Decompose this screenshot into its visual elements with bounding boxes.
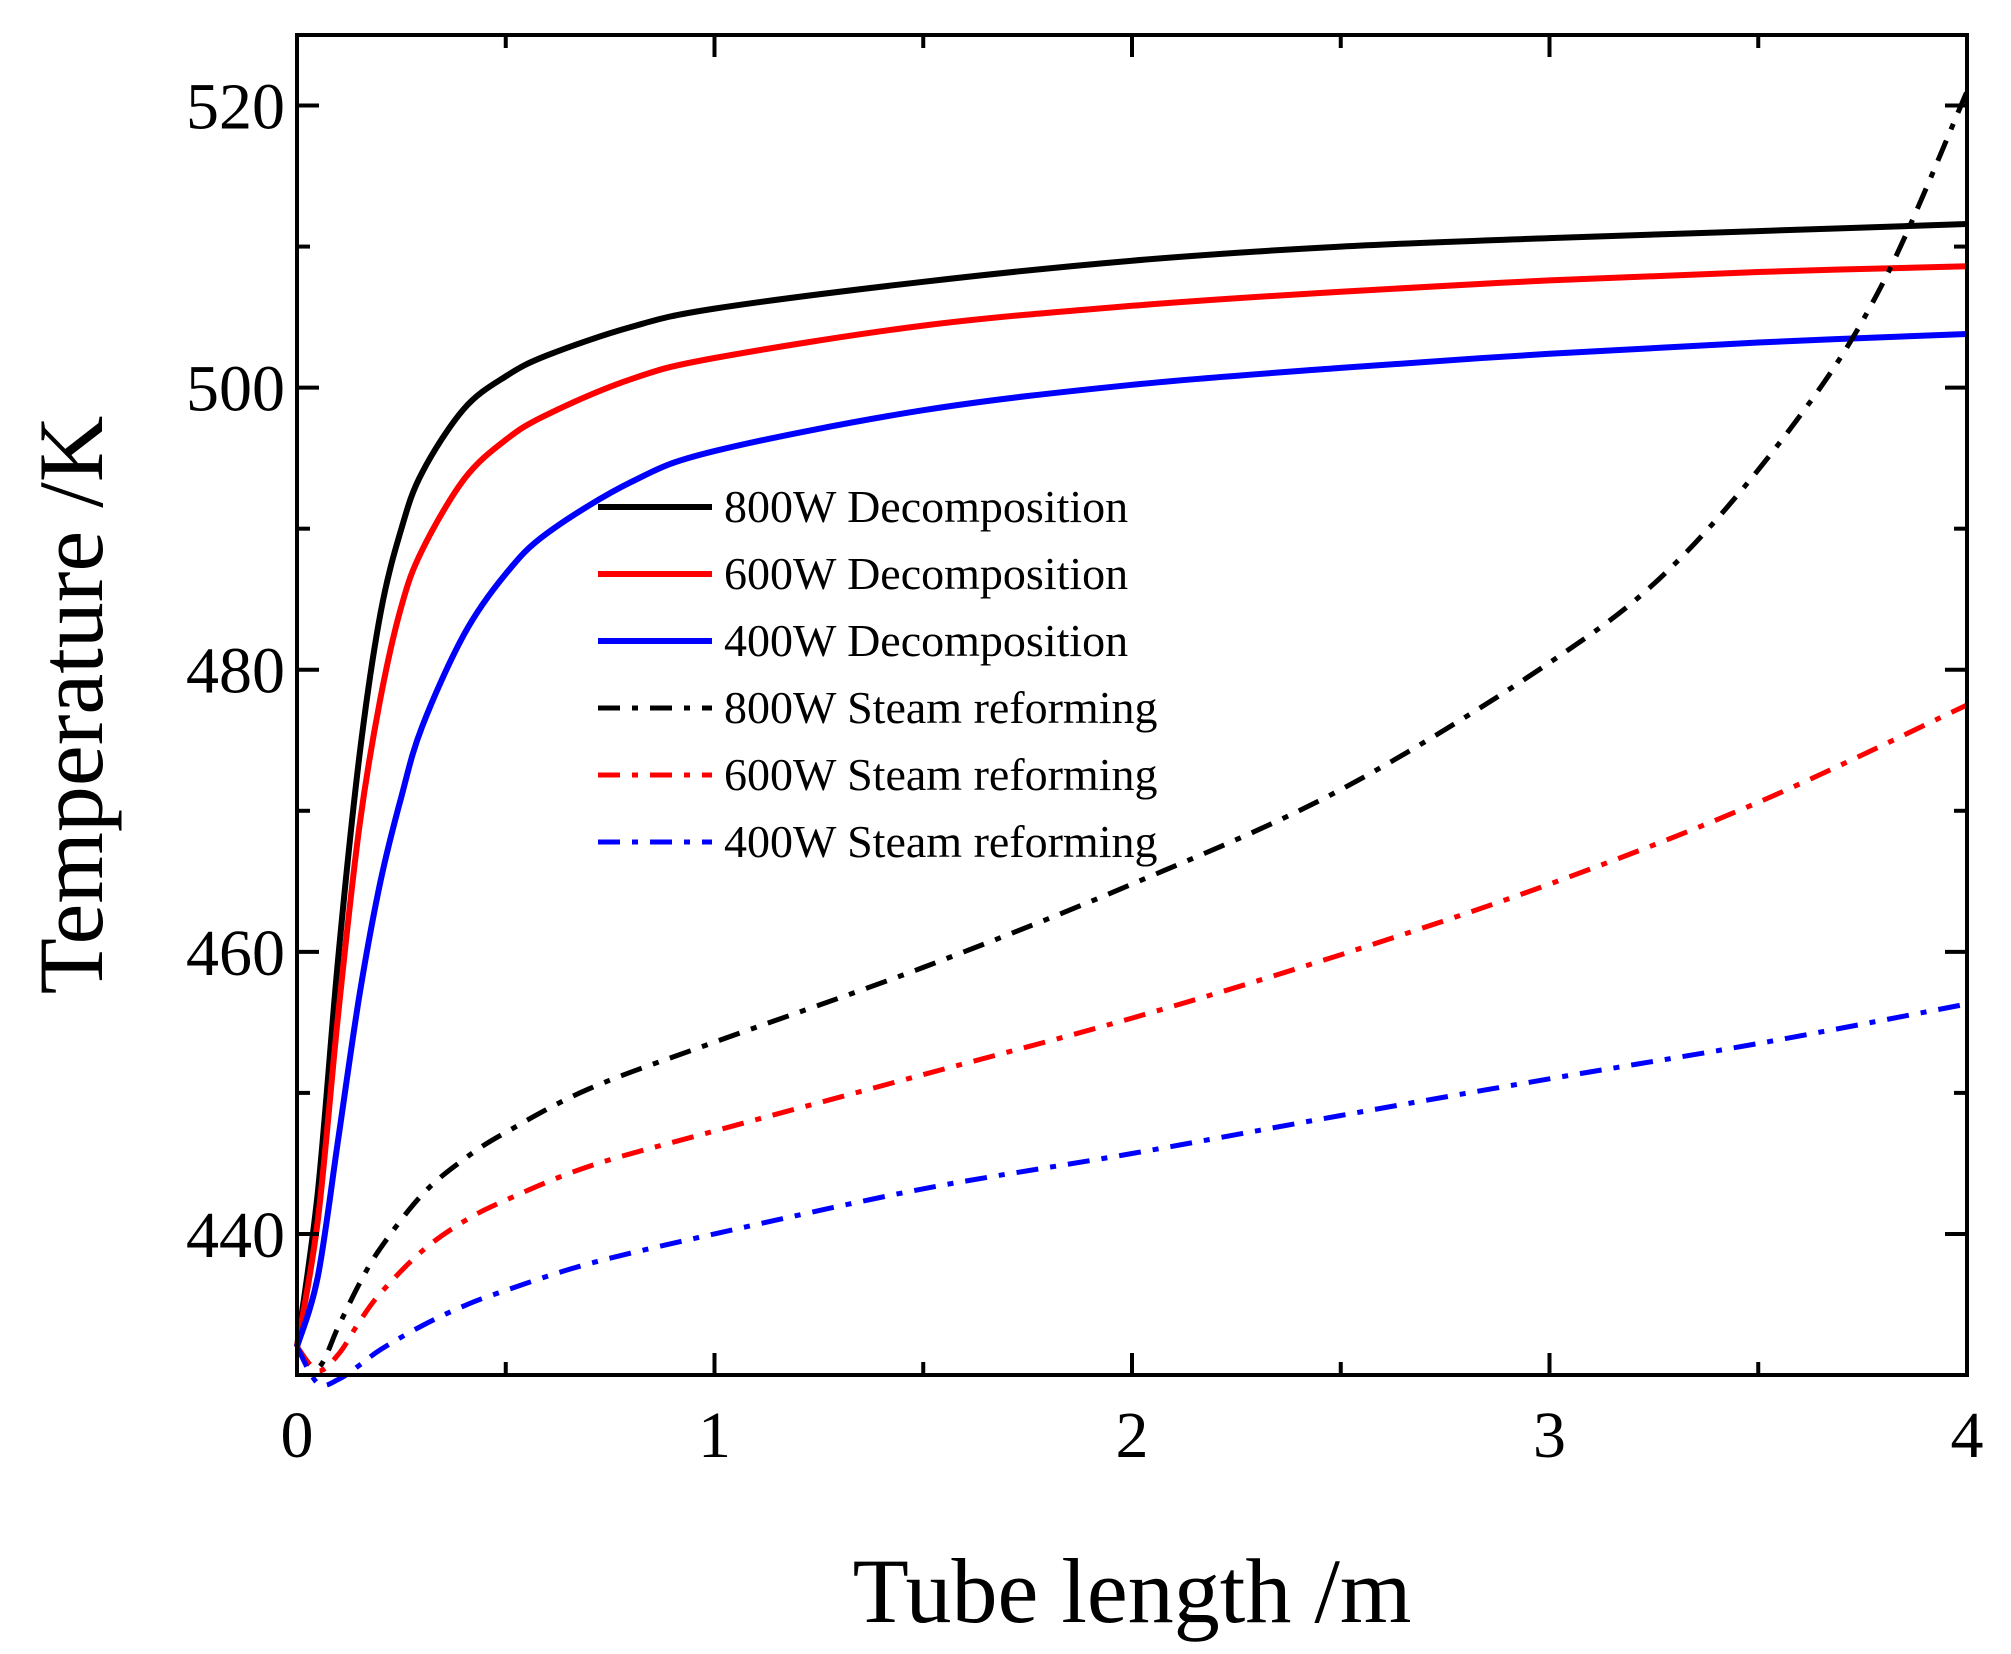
y-tick-label: 440 bbox=[186, 1199, 285, 1272]
legend-label-5: 600W Steam reforming bbox=[724, 749, 1158, 800]
series-line-4 bbox=[295, 90, 1970, 1371]
x-tick-label: 1 bbox=[698, 1399, 731, 1472]
legend: 800W Decomposition 600W Decomposition 400W… bbox=[598, 481, 1158, 867]
y-tick-label: 520 bbox=[186, 71, 285, 144]
x-axis-title: Tube length /m bbox=[853, 1540, 1412, 1642]
series-line-5 bbox=[295, 702, 1969, 1374]
x-tick-label: 2 bbox=[1116, 1399, 1149, 1472]
axes-layer: 0 1 2 3 4 440 460 480 500 520 bbox=[186, 35, 1984, 1472]
legend-label-4: 800W Steam reforming bbox=[724, 682, 1158, 733]
legend-label-3: 400W Decomposition bbox=[724, 615, 1128, 666]
x-tick-label: 0 bbox=[281, 1399, 314, 1472]
legend-label-1: 800W Decomposition bbox=[724, 481, 1128, 532]
y-tick-label: 460 bbox=[186, 917, 285, 990]
series-line-1 bbox=[294, 221, 1968, 1348]
series-layer bbox=[294, 90, 1970, 1389]
legend-label-2: 600W Decomposition bbox=[724, 548, 1128, 599]
series-line-2 bbox=[294, 263, 1968, 1348]
y-axis-title: Temperature /K bbox=[20, 416, 122, 995]
y-tick-label: 500 bbox=[186, 353, 285, 426]
series-line-6 bbox=[294, 1001, 1968, 1389]
y-tick-label: 480 bbox=[186, 635, 285, 708]
x-tick-label: 3 bbox=[1533, 1399, 1566, 1472]
series-line-3 bbox=[294, 331, 1968, 1348]
legend-label-6: 400W Steam reforming bbox=[724, 816, 1158, 867]
x-tick-label: 4 bbox=[1951, 1399, 1984, 1472]
